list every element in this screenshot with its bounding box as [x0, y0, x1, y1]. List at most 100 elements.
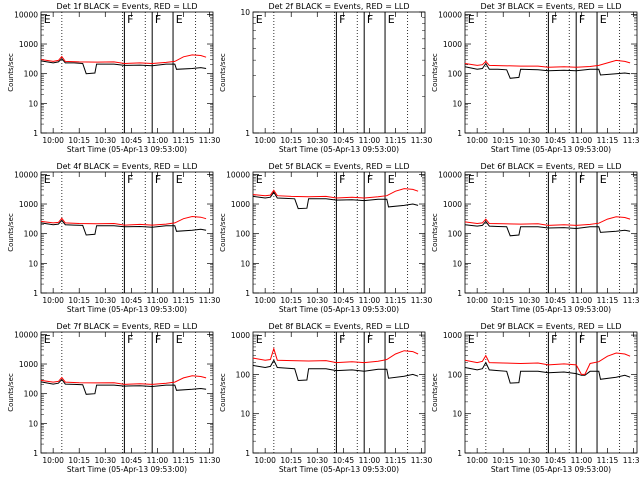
x-tick-label: 10:45 [545, 456, 567, 465]
flag-label: E [44, 13, 51, 26]
y-tick-label: 100 [448, 370, 463, 379]
y-tick-label: 10000 [438, 10, 462, 19]
y-axis-label: Counts/sec [7, 53, 15, 92]
x-tick-label: 10:45 [545, 136, 567, 145]
y-tick-label: 1 [457, 129, 462, 138]
y-tick-label: 1 [33, 289, 38, 298]
y-tick-label: 1000 [19, 360, 38, 369]
x-tick-label: 10:15 [280, 296, 302, 305]
y-tick-label: 1 [245, 289, 250, 298]
series-events-line [40, 378, 207, 395]
plot-frame [464, 331, 638, 454]
detector-panel-3: Det 3f BLACK = Events, RED = LLD 1 10 100 10… [431, 2, 640, 154]
flag-label: F [579, 173, 585, 186]
x-tick-label: 11:30 [623, 296, 640, 305]
y-axis-label: Counts/sec [7, 373, 15, 412]
y-tick-label: 1 [33, 129, 38, 138]
detector-panel-1: Det 1f BLACK = Events, RED = LLD 1 10 100 10… [7, 2, 221, 154]
panel-title: Det 3f BLACK = Events, RED = LLD [480, 2, 621, 11]
x-tick-label: 11:30 [411, 136, 433, 145]
series-events-line [464, 361, 631, 384]
x-tick-label: 10:45 [333, 296, 355, 305]
panel-title: Det 4f BLACK = Events, RED = LLD [56, 162, 197, 171]
y-tick-label: 1 [245, 449, 250, 458]
panel-title: Det 6f BLACK = Events, RED = LLD [480, 162, 621, 171]
flag-label: E [468, 13, 475, 26]
series-events-line [40, 219, 207, 236]
y-tick-label: 1000 [443, 331, 462, 340]
y-tick-label: 10 [452, 99, 462, 108]
flag-label: E [44, 173, 51, 186]
plot-frame [252, 331, 426, 454]
y-tick-label: 10 [240, 410, 250, 419]
y-tick-label: 10 [28, 259, 38, 268]
y-axis-label: Counts/sec [431, 373, 439, 412]
plot-frame [252, 11, 426, 134]
flag-label: F [339, 13, 345, 26]
x-tick-label: 11:15 [597, 296, 619, 305]
panel-title: Det 2f BLACK = Events, RED = LLD [268, 2, 409, 11]
y-tick-label: 1 [245, 129, 250, 138]
x-tick-label: 10:30 [306, 296, 328, 305]
x-tick-label: 10:30 [94, 296, 116, 305]
x-tick-label: 10:15 [280, 456, 302, 465]
x-tick-label: 11:15 [385, 456, 407, 465]
x-tick-label: 11:30 [623, 136, 640, 145]
flag-label: F [579, 333, 585, 346]
x-tick-label: 10:45 [333, 456, 355, 465]
x-tick-label: 11:15 [597, 136, 619, 145]
flag-label: F [551, 173, 557, 186]
x-tick-label: 10:15 [68, 456, 90, 465]
plot-frame [464, 11, 638, 134]
series-events-line [464, 220, 631, 237]
y-tick-label: 1000 [231, 200, 250, 209]
y-tick-label: 100 [24, 230, 39, 239]
y-tick-label: 10 [28, 99, 38, 108]
flag-label: F [155, 333, 161, 346]
x-axis-label: Start Time (05-Apr-13 09:53:00) [491, 465, 611, 474]
flag-label: F [339, 333, 345, 346]
y-axis-label: Counts/sec [219, 53, 227, 92]
y-tick-label: 1 [33, 449, 38, 458]
x-tick-label: 10:30 [518, 296, 540, 305]
y-tick-label: 1 [457, 449, 462, 458]
series-lld-line [464, 352, 631, 375]
plot-frame [40, 331, 214, 454]
x-tick-label: 10:45 [545, 296, 567, 305]
x-axis-label: Start Time (05-Apr-13 09:53:00) [67, 145, 187, 154]
panel-title: Det 8f BLACK = Events, RED = LLD [268, 322, 409, 331]
y-tick-label: 1000 [19, 200, 38, 209]
flag-label: E [176, 13, 183, 26]
panel-title: Det 5f BLACK = Events, RED = LLD [268, 162, 409, 171]
series-lld-line [464, 216, 631, 226]
flag-label: F [127, 173, 133, 186]
x-tick-label: 11:15 [385, 136, 407, 145]
series-lld-line [40, 215, 207, 226]
plot-frame [40, 171, 214, 294]
series-lld-line [252, 347, 419, 364]
detector-panel-9: Det 9f BLACK = Events, RED = LLD 1 10 100 10… [431, 322, 640, 474]
y-tick-label: 1000 [443, 200, 462, 209]
series-events-line [40, 57, 207, 75]
series-events-line [252, 359, 419, 382]
flag-label: F [127, 13, 133, 26]
x-tick-label: 11:00 [571, 136, 593, 145]
flag-label: E [256, 173, 263, 186]
flag-label: F [367, 13, 373, 26]
x-tick-label: 10:00 [254, 456, 276, 465]
y-tick-label: 100 [24, 70, 39, 79]
x-tick-label: 10:00 [42, 296, 64, 305]
x-tick-label: 11:00 [571, 456, 593, 465]
y-tick-label: 10000 [14, 170, 38, 179]
y-tick-label: 1000 [231, 331, 250, 340]
flag-label: E [600, 333, 607, 346]
y-tick-label: 10000 [226, 170, 250, 179]
x-tick-label: 10:45 [121, 456, 143, 465]
y-tick-label: 100 [236, 230, 251, 239]
x-tick-label: 10:15 [68, 296, 90, 305]
x-axis-label: Start Time (05-Apr-13 09:53:00) [279, 305, 399, 314]
x-tick-label: 11:00 [147, 136, 169, 145]
flag-label: E [176, 333, 183, 346]
x-tick-label: 11:00 [147, 296, 169, 305]
y-tick-label: 10000 [14, 330, 38, 339]
